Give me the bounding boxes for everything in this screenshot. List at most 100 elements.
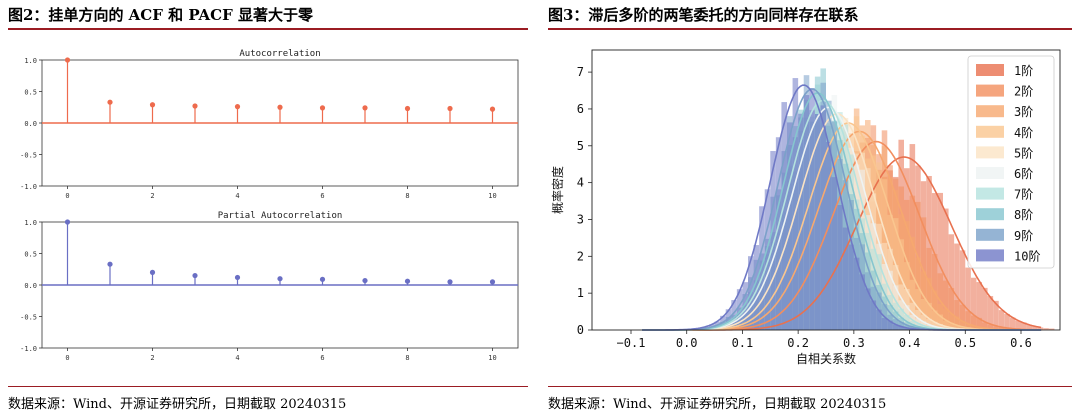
x-tick-label: 0.3 [843, 336, 865, 350]
y-tick-label: -1.0 [20, 345, 37, 353]
histogram-bar [959, 320, 966, 330]
stem-marker [447, 279, 453, 285]
x-tick-label: 8 [405, 354, 409, 362]
y-tick-label: 3 [577, 212, 584, 226]
histogram-bar [770, 151, 776, 330]
legend: 1阶 2阶 3阶 4阶 5阶 6阶 7阶 8阶 9阶 10阶 [967, 55, 1055, 269]
stem-marker [64, 57, 71, 63]
histogram-bar [987, 296, 994, 330]
legend-swatch [976, 167, 1004, 179]
y-tick-label: -0.5 [20, 152, 37, 160]
histogram-bar [853, 257, 860, 330]
right-figure-title: 图3：滞后多阶的两笔委托的方向同样存在联系 [548, 6, 859, 24]
stem-marker [277, 104, 283, 110]
histogram-bar [764, 189, 771, 330]
histogram-bar [1043, 328, 1049, 330]
histogram-bar [948, 313, 955, 330]
stem-marker [362, 277, 368, 284]
histogram-bar [831, 177, 838, 330]
x-tick-label: 0.1 [732, 336, 754, 350]
x-tick-label: 0.5 [954, 336, 976, 350]
histogram-bar [798, 113, 804, 331]
histogram-bar [742, 282, 748, 330]
x-tick-label: 8 [405, 192, 409, 200]
histogram-bar [954, 243, 960, 330]
x-tick-label: 2 [150, 354, 154, 362]
histogram-bar [1009, 317, 1016, 330]
histogram-bar [959, 250, 966, 330]
x-axis-label: 自相关系数 [796, 351, 856, 366]
histogram-bar [1048, 328, 1055, 330]
histogram-bar [1026, 324, 1033, 330]
legend-label: 1阶 [1014, 64, 1033, 78]
x-tick-label: 10 [488, 354, 496, 362]
histogram-bar [759, 206, 765, 330]
left-title-rule [8, 28, 528, 30]
stem-marker [107, 261, 113, 267]
y-tick-label: -0.5 [20, 314, 37, 322]
histogram-bar [814, 114, 821, 330]
stem-marker [149, 269, 156, 275]
legend-swatch [976, 125, 1004, 138]
histogram-bar [998, 326, 1005, 330]
histogram-bar [904, 327, 910, 330]
legend-swatch [976, 249, 1004, 262]
y-tick-label: 5 [577, 139, 584, 153]
histogram-bar [943, 320, 949, 330]
y-tick-label: 1.0 [24, 219, 37, 227]
legend-swatch [976, 228, 1004, 241]
y-tick-label: 7 [577, 65, 584, 79]
stem-marker [234, 104, 241, 110]
stem-marker [362, 105, 368, 111]
histogram-bar [954, 316, 960, 330]
histogram-bar [959, 304, 966, 330]
histogram-bar [931, 310, 938, 330]
histogram-bar [837, 205, 843, 330]
left-bottom-rule [8, 386, 528, 387]
histogram-bar [943, 280, 949, 330]
histogram-bar [954, 300, 960, 330]
y-tick-label: 0.0 [24, 120, 37, 128]
histogram-bar [736, 289, 743, 330]
pacf-chart: Partial Autocorrelation 1.0 0.5 0.0 -0.5 -1.0… [20, 211, 519, 362]
histogram-bar [965, 311, 971, 330]
y-tick-label: 1 [577, 286, 584, 300]
y-axis-label: 概率密度 [550, 166, 565, 214]
histogram-bar [809, 88, 815, 330]
histogram-bar [892, 324, 899, 330]
histogram-bar [948, 323, 955, 330]
y-tick-label: 6 [577, 102, 584, 116]
stem-marker [489, 106, 496, 112]
histogram-bar [792, 78, 799, 330]
histogram-bar [881, 317, 888, 330]
histogram-bar [820, 105, 826, 330]
histogram-bar [781, 102, 787, 330]
chart-title: Partial Autocorrelation [218, 211, 343, 221]
legend-label: 6阶 [1014, 167, 1033, 181]
stem-marker [192, 272, 198, 279]
histogram-bar [976, 317, 982, 330]
histogram-bar [826, 142, 832, 330]
histogram-bar [842, 227, 849, 330]
left-figure-title: 图2：挂单方向的 ACF 和 PACF 显著大于零 [8, 6, 313, 24]
histogram-bar [970, 277, 977, 330]
histogram-10阶 [692, 78, 916, 331]
legend-label: 3阶 [1014, 105, 1033, 119]
legend-swatch [976, 187, 1004, 200]
lag-distribution-figure: 0 1 2 3 4 5 6 7 −0.1 0.0 0.1 0.2 0.3 0.4 0.5 0.6 自相关系数 概率… [548, 36, 1072, 376]
stem-marker [64, 219, 71, 225]
histogram-bar [915, 289, 921, 330]
y-tick-label: 0.5 [24, 251, 37, 259]
histogram-bar [1037, 327, 1044, 330]
acf-chart: Autocorrelation 1.0 0.5 0.0 -0.5 -1.0 0 2 4 6 8 10 [20, 49, 519, 200]
histogram-bar [775, 137, 782, 330]
histogram-bar [970, 325, 977, 330]
histogram-bar [976, 282, 982, 330]
x-tick-label: 4 [235, 354, 239, 362]
histogram-bar [1032, 326, 1038, 330]
legend-label: 5阶 [1014, 146, 1033, 160]
plot-frame [591, 49, 1061, 331]
histogram-bar [982, 287, 988, 330]
x-tick-label: 4 [235, 192, 239, 200]
stem-marker [277, 276, 283, 282]
